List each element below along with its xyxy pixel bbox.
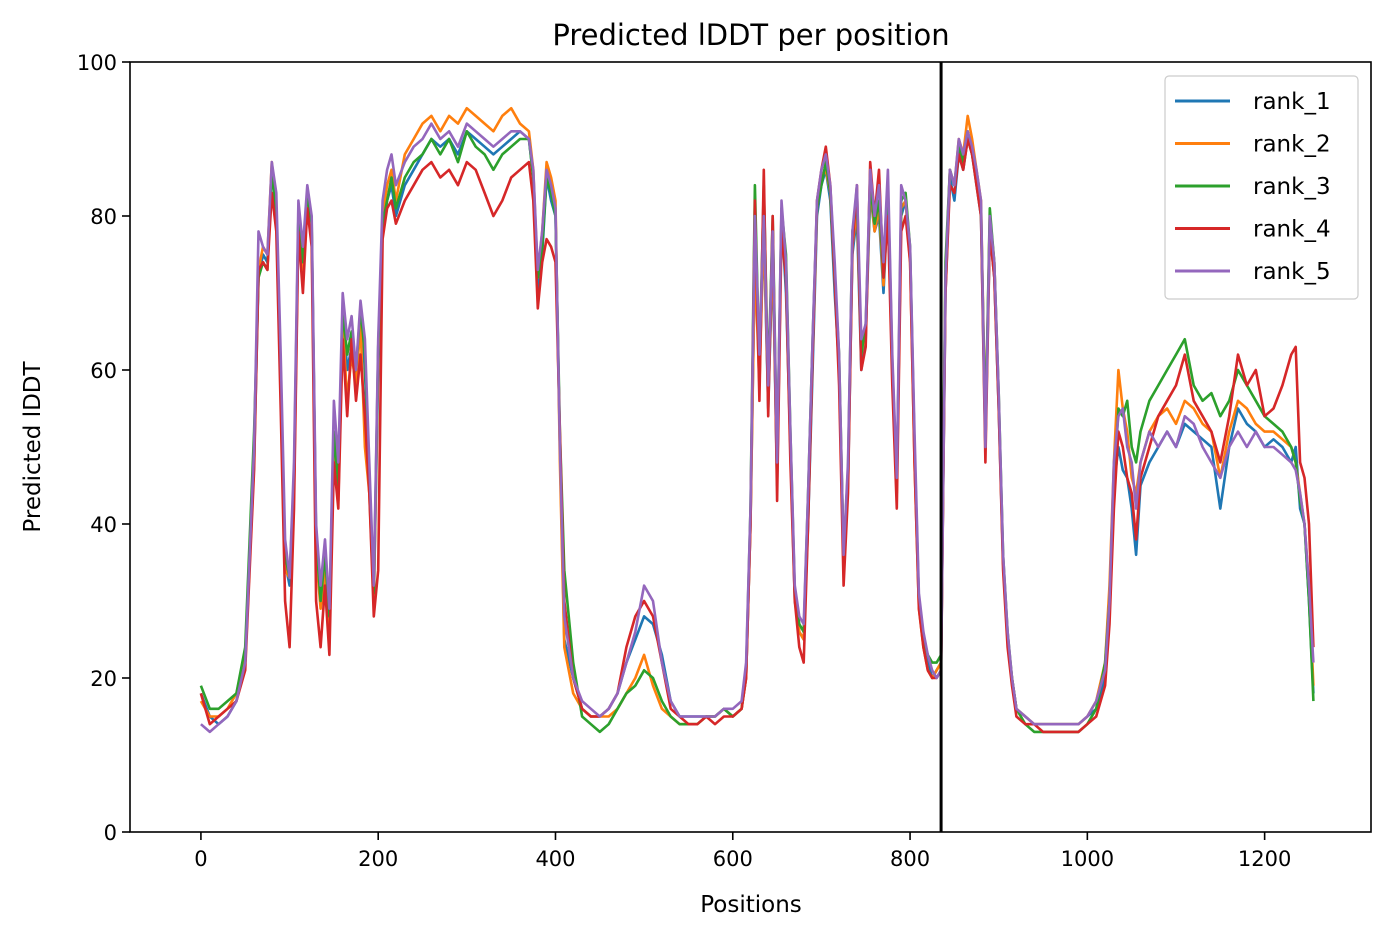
x-axis-label: Positions <box>700 892 802 918</box>
y-tick-label: 0 <box>104 821 117 845</box>
y-axis-label: Predicted lDDT <box>20 360 46 532</box>
legend-label: rank_1 <box>1253 89 1331 115</box>
y-tick-label: 60 <box>90 359 117 383</box>
x-tick-label: 800 <box>890 847 930 871</box>
x-tick-label: 1000 <box>1061 847 1114 871</box>
chart-title: Predicted lDDT per position <box>552 18 949 52</box>
series-line-rank_5 <box>200 122 1315 734</box>
x-tick-label: 600 <box>713 847 753 871</box>
plot-frame <box>129 61 1372 833</box>
y-tick-label: 40 <box>90 513 117 537</box>
legend-label: rank_3 <box>1253 174 1331 200</box>
legend-label: rank_4 <box>1253 217 1331 243</box>
legend-label: rank_2 <box>1253 132 1331 158</box>
y-tick-label: 20 <box>90 667 117 691</box>
x-tick-label: 0 <box>194 847 207 871</box>
plot-area <box>199 106 1315 734</box>
y-tick-label: 80 <box>90 205 117 229</box>
x-tick-label: 200 <box>358 847 398 871</box>
legend-box <box>1164 75 1359 300</box>
x-axis-ticks: 0 200 400 600 800 1000 1200 <box>194 832 1291 871</box>
y-axis-ticks: 0 20 40 60 80 100 <box>77 51 130 845</box>
x-tick-label: 1200 <box>1238 847 1291 871</box>
y-tick-label: 100 <box>77 51 117 75</box>
legend: rank_1 rank_2 rank_3 rank_4 rank_5 <box>1164 75 1359 300</box>
x-tick-label: 400 <box>535 847 575 871</box>
legend-label: rank_5 <box>1253 259 1331 285</box>
